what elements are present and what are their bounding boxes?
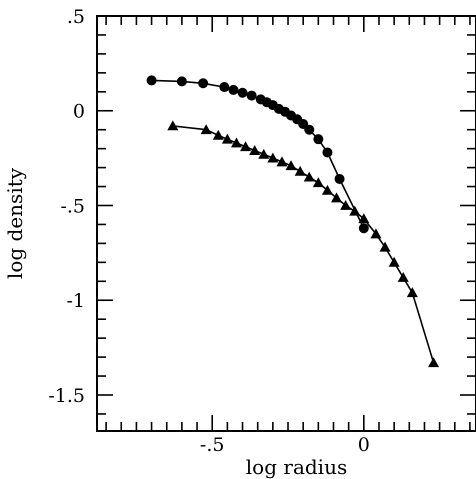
data-point-triangle bbox=[212, 129, 224, 140]
series-line bbox=[172, 125, 435, 364]
y-tick-label: 0 bbox=[73, 101, 85, 123]
data-point-triangle bbox=[388, 256, 400, 267]
data-point-circle bbox=[219, 82, 230, 93]
data-point-circle bbox=[237, 87, 248, 98]
data-point-triangle bbox=[240, 141, 252, 152]
data-point-triangle bbox=[379, 241, 391, 252]
data-point-triangle bbox=[428, 357, 440, 368]
data-point-triangle bbox=[358, 213, 370, 224]
data-point-triangle bbox=[267, 152, 279, 163]
data-point-circle bbox=[358, 223, 369, 234]
data-point-circle bbox=[304, 124, 315, 135]
data-point-triangle bbox=[397, 272, 409, 282]
data-point-triangle bbox=[370, 228, 382, 239]
data-point-triangle bbox=[331, 192, 343, 203]
x-ticks: -.5 0 bbox=[105, 16, 471, 456]
x-axis-label: log radius bbox=[246, 455, 347, 479]
data-point-circle bbox=[334, 173, 345, 184]
y-tick-label: .5 bbox=[67, 6, 85, 28]
data-point-triangle bbox=[303, 171, 315, 182]
data-point-triangle bbox=[258, 148, 270, 159]
data-point-circle bbox=[228, 84, 239, 95]
data-point-circle bbox=[176, 76, 187, 87]
y-tick-label: -.5 bbox=[60, 195, 85, 217]
series-layer bbox=[146, 75, 440, 368]
data-point-triangle bbox=[321, 184, 333, 195]
data-point-triangle bbox=[312, 177, 324, 188]
data-point-triangle bbox=[167, 120, 179, 131]
y-ticks: .5 0 -.5 -1 -1.5 bbox=[48, 6, 476, 415]
series-triangle bbox=[167, 120, 440, 368]
data-point-triangle bbox=[230, 137, 242, 148]
series-circle bbox=[146, 75, 369, 234]
data-point-circle bbox=[146, 75, 157, 86]
x-tick-label: -.5 bbox=[200, 434, 225, 456]
plot-frame bbox=[96, 15, 476, 432]
y-tick-label: -1.5 bbox=[48, 385, 85, 407]
y-axis-label: log density bbox=[3, 167, 27, 279]
data-point-triangle bbox=[406, 287, 418, 298]
data-point-triangle bbox=[249, 145, 261, 155]
data-point-triangle bbox=[349, 205, 361, 216]
data-point-triangle bbox=[285, 160, 297, 171]
data-point-circle bbox=[246, 90, 257, 101]
data-point-triangle bbox=[200, 124, 212, 135]
data-point-circle bbox=[322, 147, 333, 158]
y-tick-label: -1 bbox=[66, 290, 85, 312]
data-point-triangle bbox=[276, 156, 288, 167]
data-point-circle bbox=[198, 78, 209, 89]
data-point-triangle bbox=[221, 133, 233, 144]
data-point-triangle bbox=[294, 165, 306, 176]
data-point-circle bbox=[313, 134, 324, 145]
data-point-triangle bbox=[340, 199, 352, 210]
x-tick-label: 0 bbox=[358, 434, 370, 456]
